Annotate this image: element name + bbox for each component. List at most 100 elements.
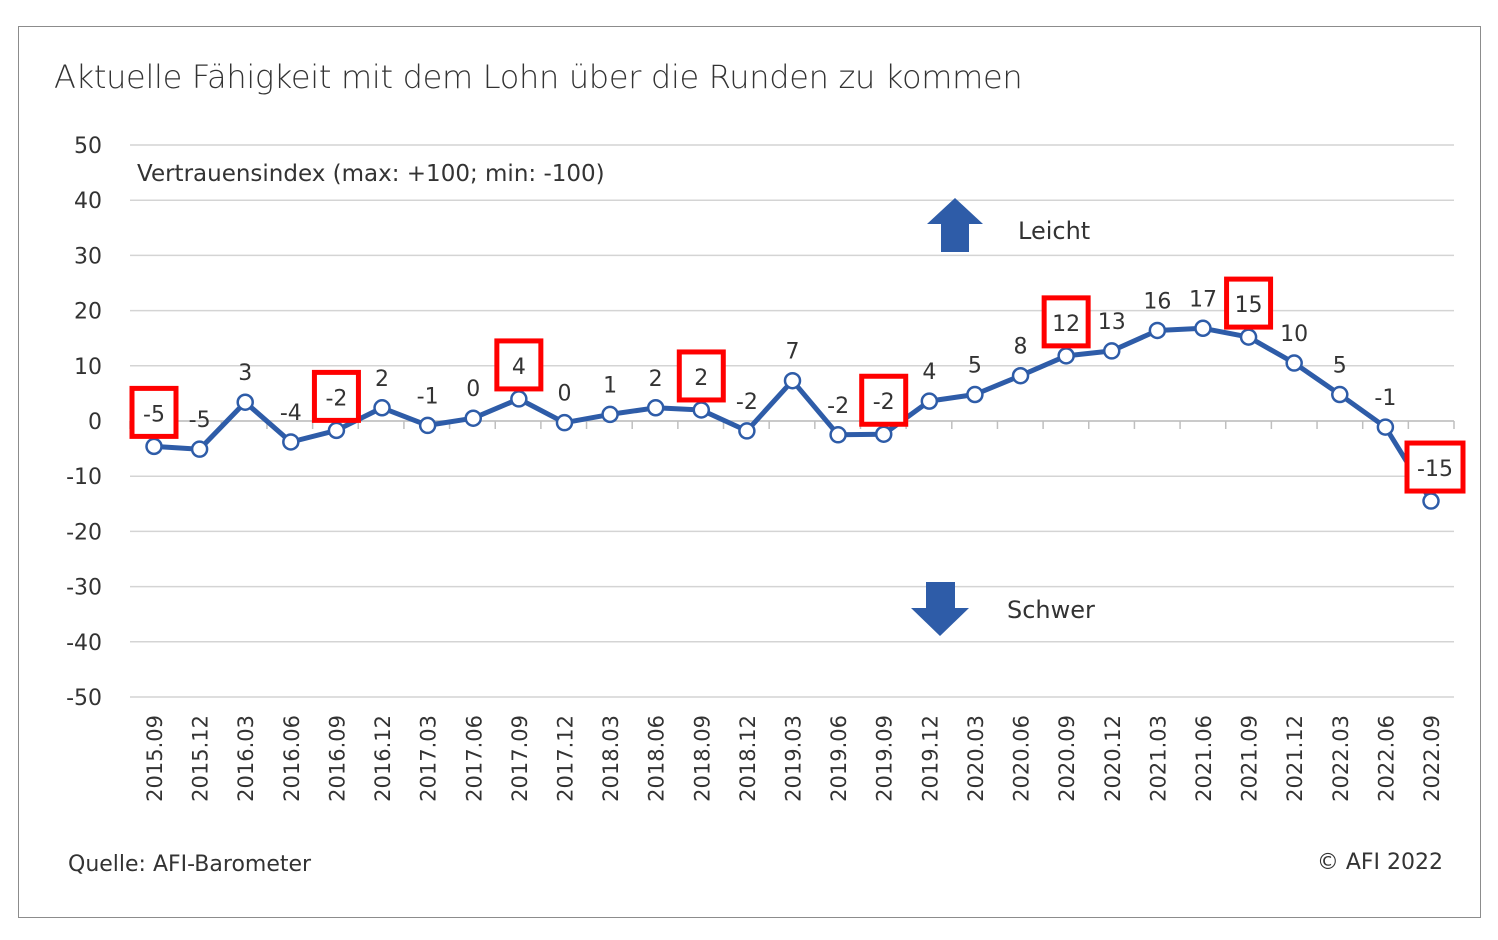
data-label: 2: [375, 367, 389, 392]
chart-frame: [18, 26, 1481, 918]
y-axis-ticks: 50 40 30 20 10 0 -10 -20 -30 -40 -50: [66, 134, 102, 711]
data-point: [646, 399, 665, 417]
data-label: 3: [238, 361, 252, 386]
data-point: [418, 416, 437, 435]
data-point: [692, 401, 711, 419]
x-tick-label: 2017.06: [462, 715, 486, 802]
data-label: 5: [968, 354, 982, 379]
y-tick-label: 30: [74, 244, 102, 269]
data-label: -4: [280, 401, 302, 426]
data-label: 15: [1235, 293, 1263, 318]
data-label: -2: [736, 390, 758, 415]
x-tick-label: 2018.06: [645, 715, 669, 802]
data-label: 0: [557, 382, 571, 407]
data-point: [1331, 385, 1349, 404]
data-point: [601, 405, 619, 424]
up-arrow-icon: [927, 198, 983, 252]
data-point: [1422, 492, 1440, 510]
x-tick-label: 2021.09: [1238, 715, 1262, 802]
data-label: 16: [1143, 289, 1171, 314]
data-point: [373, 399, 391, 417]
highlight-box: [1224, 276, 1274, 330]
highlight-box: [859, 373, 909, 427]
highlight-box: [311, 369, 361, 423]
x-tick-label: 2017.12: [553, 715, 577, 802]
data-point: [1239, 328, 1258, 346]
data-point: [282, 433, 300, 451]
data-label: 2: [694, 366, 708, 391]
x-tick-label: 2018.03: [599, 715, 623, 802]
y-tick-label: -50: [66, 686, 102, 711]
data-label: 4: [922, 360, 936, 385]
data-label: 1: [603, 373, 617, 398]
up-label: Leicht: [1018, 217, 1090, 245]
data-point: [464, 409, 482, 427]
highlight-box: [676, 349, 726, 403]
y-tick-label: 0: [88, 410, 102, 435]
x-tick-label: 2022.03: [1329, 715, 1353, 802]
data-point: [829, 426, 847, 444]
data-point: [1194, 319, 1212, 338]
x-tick-label: 2016.03: [234, 715, 258, 802]
x-tick-label: 2017.03: [417, 715, 441, 802]
series-points: [145, 319, 1440, 510]
data-point: [145, 437, 163, 456]
x-tick-label: 2019.06: [827, 715, 851, 802]
data-point: [1148, 321, 1167, 340]
x-tick-label: 2019.09: [873, 715, 897, 802]
data-label: -2: [873, 390, 895, 415]
x-tick-label: 2020.09: [1055, 715, 1079, 802]
highlight-box: [1404, 440, 1466, 494]
y-tick-label: -10: [66, 465, 102, 490]
data-label: 13: [1098, 310, 1126, 335]
data-label: -1: [417, 384, 439, 409]
x-tick-label: 2022.09: [1420, 715, 1444, 802]
data-point: [1057, 347, 1075, 365]
x-tick-label: 2016.12: [371, 715, 395, 802]
y-tick-label: 20: [74, 300, 102, 325]
x-tick-label: 2019.03: [782, 715, 806, 802]
data-point: [1103, 342, 1121, 360]
x-tick-label: 2018.09: [690, 715, 714, 802]
y-tick-label: -30: [66, 576, 102, 601]
data-point: [966, 385, 984, 404]
highlight-box: [1041, 295, 1091, 349]
data-point: [738, 422, 756, 440]
data-label: -1: [1374, 386, 1396, 411]
data-point: [1376, 418, 1395, 436]
data-label: 4: [512, 355, 526, 380]
data-point: [874, 425, 893, 443]
data-label: -5: [143, 402, 165, 427]
down-label: Schwer: [1007, 596, 1095, 624]
index-label: Vertrauensindex (max: +100; min: -100): [137, 161, 605, 187]
x-tick-label: 2020.06: [1010, 715, 1034, 802]
data-point: [327, 421, 346, 440]
x-tick-label: 2020.03: [964, 715, 988, 802]
x-tick-label: 2015.12: [189, 715, 213, 802]
data-label: 5: [1333, 354, 1347, 379]
y-tick-label: -20: [66, 520, 102, 545]
data-label: 10: [1280, 322, 1308, 347]
highlight-box: [494, 338, 544, 392]
x-tick-label: 2021.12: [1283, 715, 1307, 802]
x-tick-label: 2021.06: [1192, 715, 1216, 802]
y-tick-label: -40: [66, 631, 102, 656]
data-point: [555, 413, 574, 432]
data-point: [783, 371, 802, 390]
source-note: Quelle: AFI-Barometer: [68, 852, 312, 877]
gridlines: [129, 144, 1455, 698]
y-tick-label: 40: [74, 189, 102, 214]
data-label: -2: [827, 394, 849, 419]
data-label: -5: [189, 408, 211, 433]
data-label: 0: [466, 377, 480, 402]
x-tick-label: 2016.06: [280, 715, 304, 802]
data-label: -15: [1417, 457, 1453, 482]
x-tick-label: 2020.12: [1101, 715, 1125, 802]
y-tick-label: 50: [74, 134, 102, 159]
data-point: [510, 390, 528, 408]
data-point: [1285, 354, 1303, 372]
x-tick-label: 2022.06: [1374, 715, 1398, 802]
y-tick-label: 10: [74, 355, 102, 380]
